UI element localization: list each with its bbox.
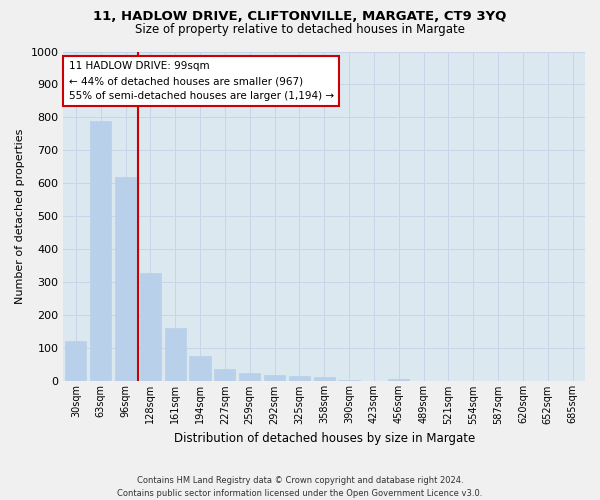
Bar <box>239 373 260 382</box>
Bar <box>90 121 111 382</box>
Text: 11, HADLOW DRIVE, CLIFTONVILLE, MARGATE, CT9 3YQ: 11, HADLOW DRIVE, CLIFTONVILLE, MARGATE,… <box>94 10 506 23</box>
X-axis label: Distribution of detached houses by size in Margate: Distribution of detached houses by size … <box>173 432 475 445</box>
Bar <box>388 378 409 382</box>
Bar <box>264 375 285 382</box>
Bar <box>140 273 161 382</box>
Bar <box>338 380 359 382</box>
Bar <box>314 378 335 382</box>
Bar <box>65 341 86 382</box>
Y-axis label: Number of detached properties: Number of detached properties <box>15 129 25 304</box>
Text: Contains HM Land Registry data © Crown copyright and database right 2024.
Contai: Contains HM Land Registry data © Crown c… <box>118 476 482 498</box>
Bar <box>164 328 186 382</box>
Bar <box>190 356 211 382</box>
Bar <box>115 177 136 382</box>
Text: 11 HADLOW DRIVE: 99sqm
← 44% of detached houses are smaller (967)
55% of semi-de: 11 HADLOW DRIVE: 99sqm ← 44% of detached… <box>68 62 334 101</box>
Text: Size of property relative to detached houses in Margate: Size of property relative to detached ho… <box>135 22 465 36</box>
Bar <box>289 376 310 382</box>
Bar <box>214 369 235 382</box>
